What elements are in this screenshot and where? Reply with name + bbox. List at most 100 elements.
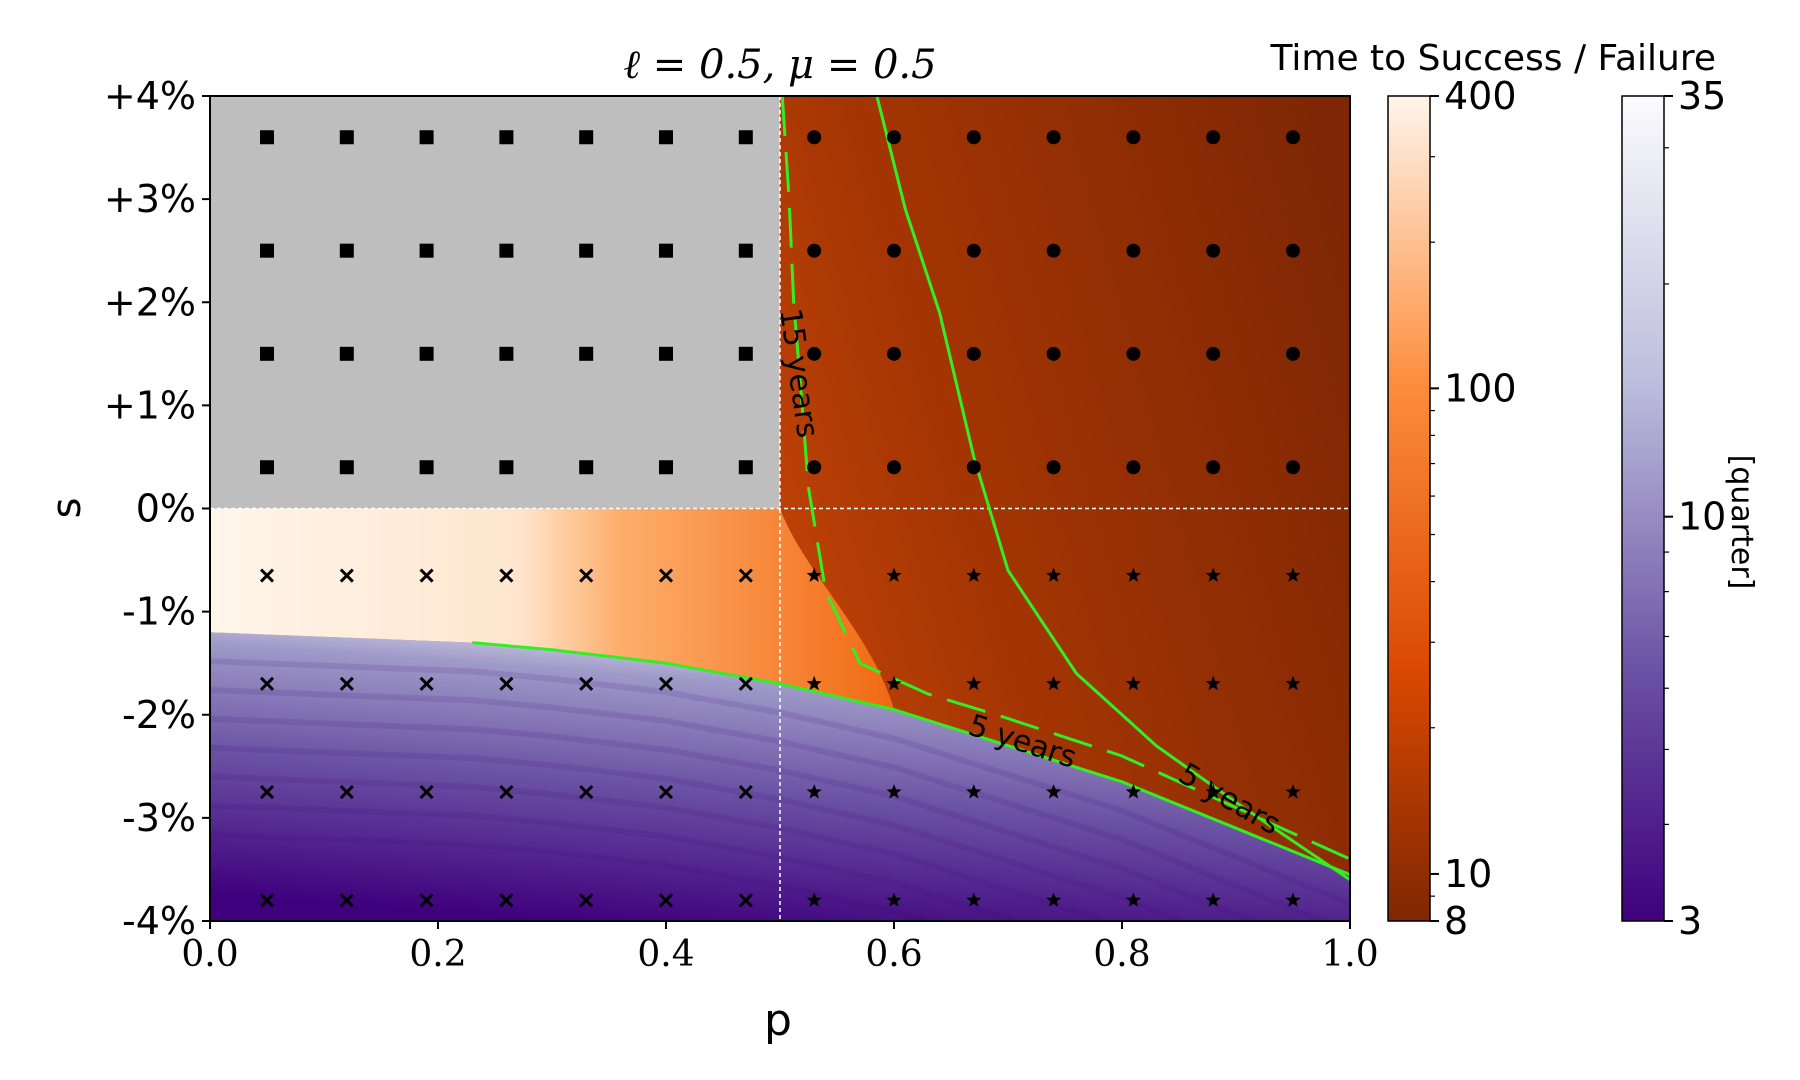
y-tick-label: -2%: [122, 693, 196, 737]
circle-marker: [1046, 243, 1061, 258]
square-marker: [659, 346, 673, 361]
cross-marker: [339, 676, 354, 691]
colorbar-tick-label: 100: [1444, 366, 1517, 410]
star-marker: [1205, 567, 1221, 582]
cross-marker: [738, 676, 753, 691]
square-marker: [579, 460, 594, 475]
star-marker: [1125, 567, 1141, 582]
colorbar-tick-label: 35: [1678, 74, 1726, 118]
cross-marker: [658, 893, 674, 908]
circle-marker: [1286, 243, 1300, 258]
y-tick-label: -1%: [122, 590, 196, 634]
colorbar-tick-label: 10: [1678, 495, 1726, 539]
x-axis-label: p: [764, 995, 792, 1046]
circle-marker: [1206, 346, 1221, 361]
circle-marker: [887, 243, 901, 258]
star-marker: [1125, 892, 1141, 907]
x-tick-label: 0.8: [1093, 934, 1150, 975]
circle-marker: [1126, 460, 1141, 475]
square-marker: [419, 243, 434, 258]
square-marker: [738, 243, 753, 258]
circle-marker: [1286, 460, 1300, 475]
failure-band: [210, 715, 1260, 921]
circle-marker: [966, 243, 981, 258]
star-marker: [966, 675, 982, 691]
cross-marker: [658, 676, 674, 691]
axes: 0.0 0.2 0.4 0.6 0.8 1.0 +4% +3% +2% +1% 0% -1% -2% -3…: [104, 74, 1379, 975]
x-tick-label: 0.4: [637, 934, 694, 975]
star-marker: [806, 675, 822, 691]
cross-marker: [738, 893, 753, 908]
circle-marker: [1286, 130, 1300, 145]
failure-band: [210, 687, 1331, 921]
cross-marker: [738, 785, 753, 800]
square-marker: [499, 130, 514, 145]
cross-marker: [339, 785, 354, 800]
light-transition-region: [210, 508, 894, 710]
square-marker: [339, 130, 354, 145]
circle-marker: [807, 243, 822, 258]
x-tick-label: 0.6: [865, 934, 922, 975]
circle-marker: [1286, 346, 1300, 361]
circle-marker: [1126, 346, 1141, 361]
square-marker: [339, 460, 354, 475]
failure-band: [210, 658, 1350, 907]
square-marker: [260, 346, 274, 361]
contour-line: [472, 641, 1350, 876]
square-marker: [738, 346, 753, 361]
y-tick-label: +2%: [104, 280, 196, 324]
marker-grid: [259, 130, 1301, 908]
cross-marker: [339, 893, 354, 908]
square-marker: [499, 460, 514, 475]
circle-marker: [966, 460, 981, 475]
chart-title: ℓ = 0.5, μ = 0.5: [623, 42, 936, 88]
circle-marker: [1126, 243, 1141, 258]
cross-marker: [579, 893, 594, 908]
circle-marker: [887, 346, 901, 361]
circle-marker: [1206, 130, 1221, 145]
circle-marker: [1046, 130, 1061, 145]
circle-marker: [887, 130, 901, 145]
y-tick-label: +4%: [104, 74, 196, 118]
square-marker: [659, 460, 673, 475]
cross-marker: [419, 893, 434, 908]
cross-marker: [658, 785, 674, 800]
colorbar-tick-label: 400: [1444, 74, 1517, 118]
cross-marker: [259, 785, 275, 800]
square-marker: [579, 130, 594, 145]
x-tick-label: 0.2: [409, 934, 466, 975]
cross-marker: [499, 893, 514, 908]
star-marker: [806, 784, 822, 799]
star-marker: [1285, 675, 1301, 691]
cross-marker: [259, 568, 275, 583]
y-tick-label: 0%: [136, 487, 196, 531]
star-marker: [806, 567, 822, 582]
failure-band: [210, 802, 1025, 921]
star-marker: [1205, 892, 1221, 907]
cross-marker: [738, 568, 753, 583]
x-tick-label: 1.0: [1321, 934, 1378, 975]
square-marker: [738, 130, 753, 145]
star-marker: [1285, 892, 1301, 907]
colorbar-title: Time to Success / Failure: [1270, 38, 1717, 79]
cross-marker: [259, 893, 275, 908]
y-tick-label: +1%: [104, 383, 196, 427]
grey-region: [210, 96, 780, 509]
square-marker: [579, 243, 594, 258]
cross-marker: [579, 785, 594, 800]
square-marker: [579, 346, 594, 361]
square-marker: [499, 243, 514, 258]
square-marker: [339, 346, 354, 361]
star-marker: [1046, 892, 1062, 907]
cross-marker: [579, 568, 594, 583]
contour-line: [875, 96, 1350, 882]
square-marker: [419, 460, 434, 475]
square-marker: [260, 130, 274, 145]
reference-lines: [210, 96, 1350, 921]
x-tick-label: 0.0: [181, 934, 238, 975]
cross-marker: [419, 785, 434, 800]
star-marker: [1125, 675, 1141, 691]
star-marker: [1285, 784, 1301, 799]
star-marker: [1046, 567, 1062, 582]
star-marker: [1205, 675, 1221, 691]
